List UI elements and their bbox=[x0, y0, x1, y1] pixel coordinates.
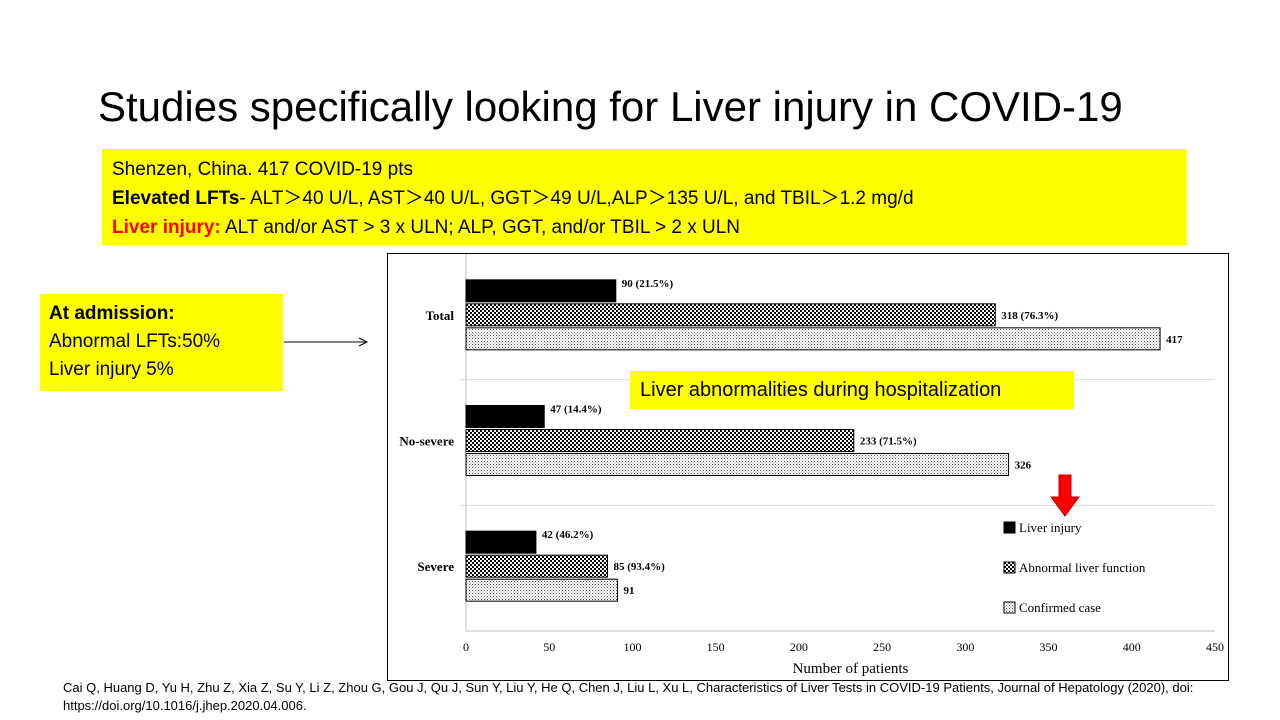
legend-label: Liver injury bbox=[1019, 520, 1082, 535]
category-label: Total bbox=[426, 308, 455, 323]
bar bbox=[465, 554, 608, 578]
legend-label: Confirmed case bbox=[1019, 600, 1101, 615]
study-info-box: Shenzen, China. 417 COVID-19 pts Elevate… bbox=[102, 149, 1187, 245]
category-label: Severe bbox=[417, 559, 454, 574]
bar bbox=[465, 327, 1161, 351]
data-label: 85 (93.4%) bbox=[613, 561, 665, 573]
abnormal-lfts-stat: Abnormal LFTs:50% bbox=[49, 331, 221, 352]
elevated-lfts-label: Elevated LFTs bbox=[112, 188, 240, 209]
liver-injury-label: Liver injury: bbox=[112, 217, 221, 238]
data-label: 417 bbox=[1166, 334, 1183, 346]
liver-injury-stat: Liver injury 5% bbox=[49, 359, 174, 380]
slide-title: Studies specifically looking for Liver i… bbox=[98, 83, 1123, 130]
x-tick-label: 50 bbox=[543, 640, 555, 654]
x-tick-label: 200 bbox=[790, 640, 808, 654]
bar bbox=[465, 453, 1010, 476]
x-tick-label: 250 bbox=[873, 640, 891, 654]
x-tick-label: 150 bbox=[707, 640, 725, 654]
liver-injury-definition: Liver injury: ALT and/or AST > 3 x ULN; … bbox=[112, 213, 1177, 242]
pointer-arrow-icon bbox=[284, 337, 369, 347]
legend-label: Abnormal liver function bbox=[1019, 560, 1146, 575]
bar-chart: Total 90 (21.5%) 318 (76.3%) 417 No-severe 47… bbox=[399, 254, 1224, 677]
elevated-lfts-definition: Elevated LFTs- ALT＞40 U/L, AST＞40 U/L, G… bbox=[112, 184, 1177, 213]
x-tick-label: 400 bbox=[1123, 640, 1141, 654]
data-label: 47 (14.4%) bbox=[550, 404, 602, 416]
bar bbox=[465, 279, 617, 303]
data-label: 326 bbox=[1015, 460, 1032, 472]
bar bbox=[465, 303, 996, 327]
x-tick-label: 0 bbox=[463, 640, 469, 654]
x-axis-title: Number of patients bbox=[793, 661, 909, 677]
bar bbox=[465, 578, 618, 602]
citation: Cai Q, Huang D, Yu H, Zhu Z, Xia Z, Su Y… bbox=[63, 680, 1194, 713]
legend-swatch bbox=[1003, 601, 1016, 614]
x-tick-label: 350 bbox=[1040, 640, 1058, 654]
category-label: No-severe bbox=[399, 434, 454, 449]
data-label: 318 (76.3%) bbox=[1001, 310, 1058, 322]
data-label: 233 (71.5%) bbox=[860, 436, 917, 448]
elevated-lfts-thresholds: - ALT＞40 U/L, AST＞40 U/L, GGT＞49 U/L,ALP… bbox=[239, 188, 914, 209]
x-tick-label: 300 bbox=[956, 640, 974, 654]
data-label: 90 (21.5%) bbox=[622, 278, 674, 290]
data-label: 42 (46.2%) bbox=[542, 529, 594, 541]
chart-frame: Total 90 (21.5%) 318 (76.3%) 417 No-severe 47… bbox=[387, 253, 1229, 681]
bar bbox=[465, 429, 855, 452]
bar bbox=[465, 530, 537, 554]
study-population: Shenzen, China. 417 COVID-19 pts bbox=[112, 159, 414, 180]
x-tick-label: 100 bbox=[623, 640, 641, 654]
admission-summary-box: At admission: Abnormal LFTs:50% Liver in… bbox=[40, 294, 283, 391]
legend-swatch bbox=[1003, 521, 1016, 534]
admission-heading: At admission: bbox=[49, 303, 175, 324]
data-label: 91 bbox=[623, 585, 634, 597]
hospitalization-label: Liver abnormalities during hospitalizati… bbox=[630, 371, 1074, 409]
legend-swatch bbox=[1003, 561, 1016, 574]
x-tick-label: 450 bbox=[1206, 640, 1224, 654]
bar bbox=[465, 405, 545, 428]
liver-injury-criteria: ALT and/or AST > 3 x ULN; ALP, GGT, and/… bbox=[220, 217, 741, 238]
down-arrow-icon bbox=[1050, 474, 1080, 517]
